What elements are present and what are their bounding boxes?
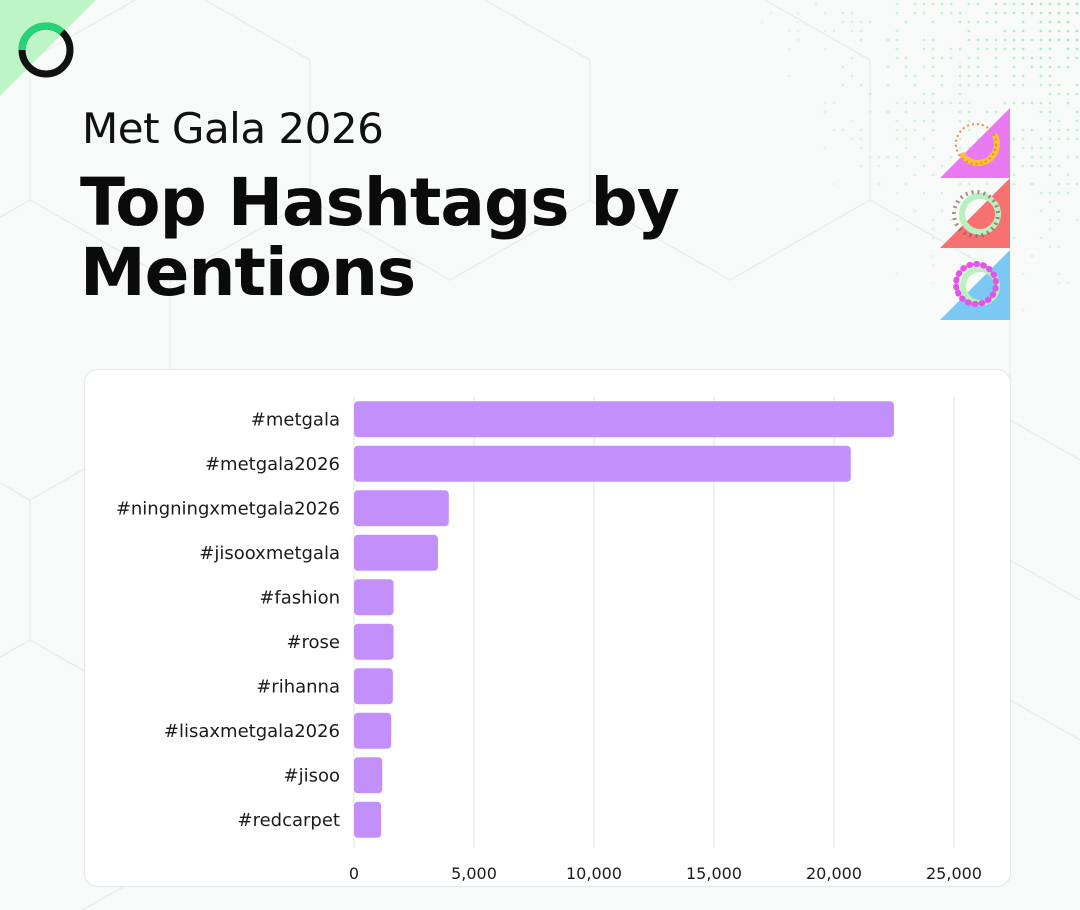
- bar: [354, 490, 449, 526]
- x-tick-label: 5,000: [451, 864, 497, 883]
- bar: [354, 624, 394, 660]
- category-label: #jisooxmetgala: [199, 543, 340, 564]
- x-tick-label: 10,000: [566, 864, 622, 883]
- category-label: #redcarpet: [238, 810, 340, 831]
- badge-pink-icon: [940, 108, 1010, 178]
- x-tick-label: 25,000: [926, 864, 982, 883]
- page-title: Top Hashtags by Mentions: [80, 168, 780, 308]
- logo-ring-icon: [0, 0, 110, 110]
- category-label: #metgala2026: [205, 454, 340, 475]
- bar: [354, 668, 393, 704]
- bar: [354, 802, 381, 838]
- badge-red-icon: [940, 178, 1010, 248]
- bar: [354, 713, 391, 749]
- category-label: #fashion: [259, 587, 340, 608]
- bar: [354, 579, 394, 615]
- category-label: #ningningxmetgala2026: [116, 498, 340, 519]
- category-label: #metgala: [251, 409, 340, 430]
- category-label: #lisaxmetgala2026: [164, 721, 340, 742]
- bar: [354, 446, 851, 482]
- badge-blue-icon: [940, 250, 1010, 320]
- x-tick-label: 20,000: [806, 864, 862, 883]
- dot-pattern-decoration: [740, 0, 1080, 330]
- bar: [354, 535, 438, 571]
- category-label: #rose: [286, 632, 340, 653]
- category-label: #jisoo: [284, 765, 341, 786]
- category-label: #rihanna: [256, 676, 340, 697]
- x-tick-label: 0: [349, 864, 359, 883]
- bar: [354, 757, 382, 793]
- bar: [354, 401, 894, 437]
- data-badge-icons: [938, 106, 1014, 322]
- x-tick-label: 15,000: [686, 864, 742, 883]
- page-subtitle: Met Gala 2026: [82, 104, 383, 153]
- bar-chart: #metgala #metgala2026 #ningningxmetgala202…: [84, 369, 1009, 885]
